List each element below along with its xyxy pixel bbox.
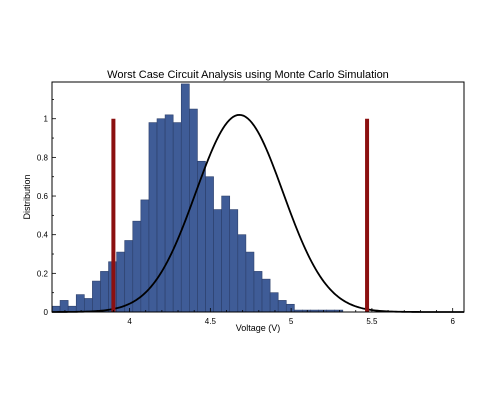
x-axis: 4 4.5 5 5.5 6 [64,308,455,326]
histogram-bar [92,280,101,313]
histogram-bar [245,251,255,313]
histogram-bar [59,300,69,313]
histogram-bar [277,300,287,313]
y-tick-label: 0.2 [37,269,49,278]
y-tick-label: 1 [44,115,49,124]
histogram-bar [261,278,271,313]
limit-lines [111,118,370,312]
histogram-bar [164,114,174,313]
histogram-bar [213,209,222,313]
histogram-bar [221,195,231,313]
y-tick-label: 0 [44,308,49,317]
histogram-bar [253,271,263,313]
x-axis-label: Voltage (V) [236,323,281,333]
x-tick-label: 6 [450,317,455,326]
histogram-bar [75,294,85,313]
histogram-bar [229,209,239,313]
plot-frame [51,81,465,313]
y-tick-label: 0.6 [37,192,49,201]
histogram-bar [189,108,198,313]
histogram-bar [100,271,109,313]
y-tick-label: 0.8 [37,153,49,162]
histogram-bar [116,251,126,313]
x-tick-label: 4 [127,317,132,326]
y-axis-label: Distribution [22,174,32,219]
histogram-bar [180,83,190,313]
histogram-bar [156,118,166,313]
histogram-bar [205,176,214,313]
histogram-bar [124,240,134,313]
histogram-bar [285,303,295,313]
chart-title: Worst Case Circuit Analysis using Monte … [107,69,389,81]
x-tick-label: 5.5 [366,317,378,326]
x-tick-label: 5 [289,317,294,326]
histogram-bar [269,292,279,313]
histogram-bar [84,298,93,313]
histogram-bars [51,83,344,313]
y-axis: 0 0.2 0.4 0.6 0.8 1 [37,98,56,317]
y-tick-label: 0.4 [37,231,49,240]
histogram-bar [172,122,182,313]
histogram-bar [237,234,247,313]
x-tick-label: 4.5 [205,317,217,326]
